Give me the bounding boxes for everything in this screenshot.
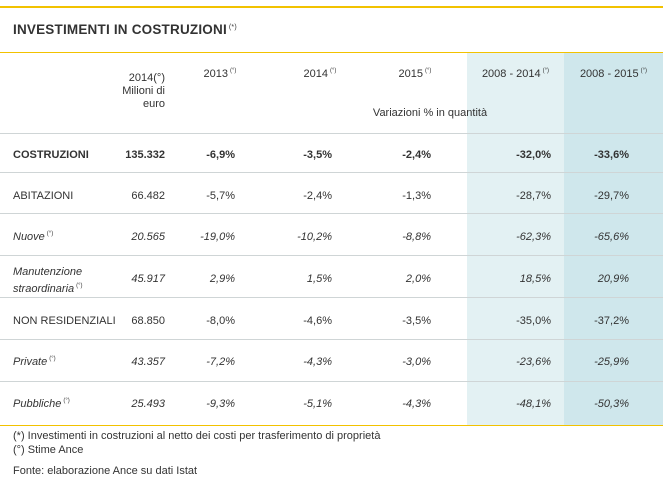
row-value-2013: -9,3% (206, 398, 235, 410)
row-label-text: Private (13, 356, 48, 368)
column-header-note: (°) (230, 68, 237, 74)
row-label-note: (°) (63, 398, 70, 404)
title-note: (*) (228, 24, 237, 31)
column-header-label: 2015 (398, 68, 424, 80)
row-value-2015: -3,0% (402, 356, 431, 368)
row-value-2015: 2,0% (405, 273, 431, 285)
row-value-2014: -2,4% (303, 190, 332, 202)
row-value-2008-2015: -25,9% (594, 356, 629, 368)
row-label-nuove: Nuove (°) (13, 231, 53, 243)
column-header-note: (°) (640, 68, 648, 74)
row-label-private: Private (°) (13, 356, 56, 368)
row-value-2008-2014: -35,0% (516, 315, 551, 327)
row-separator (0, 297, 663, 298)
column-header-label: 2013 (203, 68, 229, 80)
row-label-line-2: straordinaria (°) (13, 279, 83, 296)
row-value-2015: -8,8% (402, 231, 431, 243)
base-column-header: 2014(°) Milioni di euro (100, 72, 165, 111)
title-text: INVESTIMENTI IN COSTRUZIONI (13, 22, 227, 37)
column-header-note: (°) (542, 68, 550, 74)
column-header-note: (°) (330, 68, 337, 74)
row-value-2008-2015: -37,2% (594, 315, 629, 327)
row-value-2015: -4,3% (402, 398, 431, 410)
row-value-2014: -10,2% (297, 231, 332, 243)
row-value-2014: -4,6% (303, 315, 332, 327)
row-value-2008-2015: 20,9% (597, 273, 629, 285)
row-value-2014: 1,5% (306, 273, 332, 285)
row-base-value: 45.917 (131, 273, 165, 285)
column-header-2008-2015: 2008 - 2015 (°) (564, 68, 663, 80)
row-value-2013: 2,9% (209, 273, 235, 285)
row-value-2013: -6,9% (206, 149, 235, 161)
row-value-2008-2014: -28,7% (516, 190, 551, 202)
row-value-2013: -5,7% (206, 190, 235, 202)
row-separator (0, 213, 663, 214)
header-separator (0, 133, 663, 134)
row-value-2014: -4,3% (303, 356, 332, 368)
column-header-label: 2014 (303, 68, 329, 80)
row-label-note: (°) (76, 283, 83, 289)
row-label-non-residenziali: NON RESIDENZIALI (13, 315, 116, 327)
column-header-label: 2008 - 2014 (481, 68, 541, 80)
footnote: (°) Stime Ance (13, 444, 84, 456)
column-header-2008-2014: 2008 - 2014 (°) (467, 68, 564, 80)
column-header-note: (°) (425, 68, 432, 74)
base-header-line: Milioni di (122, 85, 165, 97)
column-header-2015: 2015 (°) (375, 68, 455, 80)
row-value-2008-2015: -50,3% (594, 398, 629, 410)
row-value-2008-2014: 18,5% (519, 273, 551, 285)
row-value-2008-2014: -23,6% (516, 356, 551, 368)
row-separator (0, 339, 663, 340)
row-separator (0, 381, 663, 382)
row-value-2014: -5,1% (303, 398, 332, 410)
row-value-2008-2014: -32,0% (516, 149, 551, 161)
row-value-2015: -2,4% (402, 149, 431, 161)
table-bottom-rule (0, 425, 663, 426)
row-label-note: (°) (46, 231, 54, 237)
variation-sublabel: Variazioni % in quantità (372, 107, 488, 119)
row-separator (0, 255, 663, 256)
row-base-value: 66.482 (131, 190, 165, 202)
column-header-2013: 2013 (°) (180, 68, 260, 80)
base-header-line: 2014(°) (128, 72, 165, 84)
row-value-2008-2015: -65,6% (594, 231, 629, 243)
row-label-manutenzione-straordinaria: Manutenzione straordinaria (°) (13, 265, 83, 296)
source-note: Fonte: elaborazione Ance su dati Istat (13, 465, 198, 477)
row-label-text: Pubbliche (13, 398, 62, 410)
row-value-2008-2014: -62,3% (516, 231, 551, 243)
footnote: (*) Investimenti in costruzioni al netto… (13, 430, 381, 442)
row-value-2013: -19,0% (200, 231, 235, 243)
row-base-value: 25.493 (131, 398, 165, 410)
row-value-2013: -8,0% (206, 315, 235, 327)
row-label-pubbliche: Pubbliche (°) (13, 398, 70, 410)
column-header-2014: 2014 (°) (280, 68, 360, 80)
row-label-line: straordinaria (13, 283, 75, 295)
row-value-2015: -3,5% (402, 315, 431, 327)
table-top-rule (0, 52, 663, 53)
table-title: INVESTIMENTI IN COSTRUZIONI (*) (13, 22, 237, 37)
row-base-value: 43.357 (131, 356, 165, 368)
base-header-line: euro (142, 98, 165, 110)
row-value-2008-2015: -29,7% (594, 190, 629, 202)
row-value-2008-2014: -48,1% (516, 398, 551, 410)
row-label-costruzioni: COSTRUZIONI (13, 149, 89, 161)
column-shade-2008-2015 (564, 53, 663, 425)
row-value-2008-2015: -33,6% (594, 149, 629, 161)
row-label-line: Manutenzione (13, 266, 83, 278)
column-shade-2008-2014 (467, 53, 564, 425)
row-base-value: 20.565 (131, 231, 165, 243)
row-value-2014: -3,5% (303, 149, 332, 161)
row-label-note: (°) (49, 356, 56, 362)
row-label-abitazioni: ABITAZIONI (13, 190, 74, 202)
top-accent-line (0, 6, 663, 8)
row-base-value: 135.332 (125, 149, 165, 161)
row-value-2015: -1,3% (402, 190, 431, 202)
row-value-2013: -7,2% (206, 356, 235, 368)
column-header-label: 2008 - 2015 (579, 68, 639, 80)
row-separator (0, 172, 663, 173)
row-label-text: Nuove (13, 231, 45, 243)
row-base-value: 68.850 (131, 315, 165, 327)
